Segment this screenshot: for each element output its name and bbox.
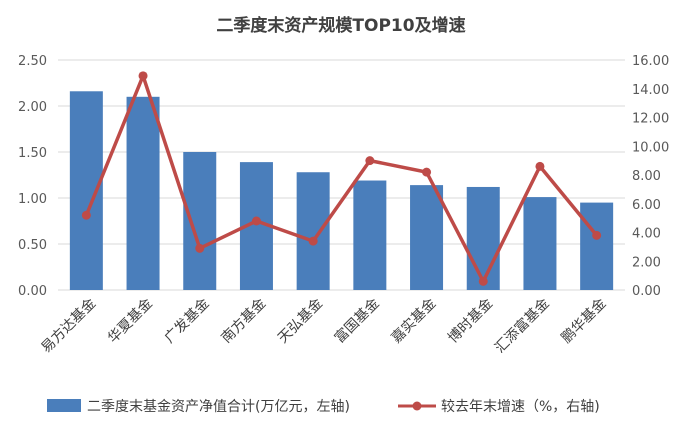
line-point — [478, 276, 488, 286]
line-point — [592, 230, 602, 240]
line-point — [308, 236, 318, 246]
bar — [410, 185, 444, 290]
bar — [126, 96, 160, 290]
category-label: 汇添富基金 — [491, 295, 553, 357]
category-label: 博时基金 — [444, 295, 496, 347]
right-axis-ticks: 0.00 2.00 4.00 6.00 8.00 10.00 12.00 14.00 16.00 — [632, 54, 669, 299]
category-label: 鹏华基金 — [558, 295, 610, 347]
right-tick-label: 8.00 — [632, 169, 661, 184]
right-tick-label: 6.00 — [632, 198, 661, 213]
left-tick-label: 1.00 — [18, 192, 47, 207]
legend-bar-label: 二季度末基金资产净值合计(万亿元，左轴) — [87, 398, 350, 415]
right-tick-label: 2.00 — [632, 255, 661, 270]
legend-bar-swatch — [47, 399, 81, 412]
line-point — [195, 243, 205, 253]
category-label: 嘉实基金 — [388, 295, 440, 347]
line-point — [251, 216, 261, 226]
line-series — [81, 71, 602, 286]
legend-line-marker — [412, 401, 422, 411]
line-point — [422, 167, 432, 177]
bar-series — [69, 91, 614, 290]
bar — [296, 172, 330, 290]
line-point — [365, 156, 375, 166]
left-tick-label: 1.50 — [18, 146, 47, 161]
right-tick-label: 0.00 — [632, 284, 661, 299]
bar — [353, 180, 387, 290]
right-tick-label: 10.00 — [632, 140, 669, 155]
series-line — [84, 74, 599, 284]
left-tick-label: 0.50 — [18, 238, 47, 253]
bar — [523, 197, 557, 290]
category-label: 广发基金 — [161, 295, 213, 347]
left-tick-label: 2.00 — [18, 100, 47, 115]
legend-line-label: 较去年末增速（%，右轴) — [441, 399, 600, 415]
left-tick-label: 2.50 — [18, 54, 47, 69]
left-tick-label: 0.00 — [18, 284, 47, 299]
category-label: 华夏基金 — [104, 295, 156, 347]
category-label: 富国基金 — [331, 295, 383, 347]
right-tick-label: 14.00 — [632, 83, 669, 98]
category-label: 易方达基金 — [38, 295, 100, 357]
right-tick-label: 16.00 — [632, 54, 669, 69]
chart-title: 二季度末资产规模TOP10及增速 — [216, 15, 465, 36]
line-point — [535, 161, 545, 171]
category-label: 南方基金 — [218, 295, 270, 347]
bar — [580, 202, 614, 290]
line-point — [138, 71, 148, 81]
bar — [466, 186, 500, 290]
line-point — [81, 210, 91, 220]
category-label: 天弘基金 — [274, 295, 326, 347]
bar — [183, 152, 217, 290]
left-axis-ticks: 0.00 0.50 1.00 1.50 2.00 2.50 — [18, 54, 47, 299]
right-tick-label: 4.00 — [632, 227, 661, 242]
legend: 二季度末基金资产净值合计(万亿元，左轴) 较去年末增速（%，右轴) — [47, 398, 600, 415]
right-tick-label: 12.00 — [632, 112, 669, 127]
